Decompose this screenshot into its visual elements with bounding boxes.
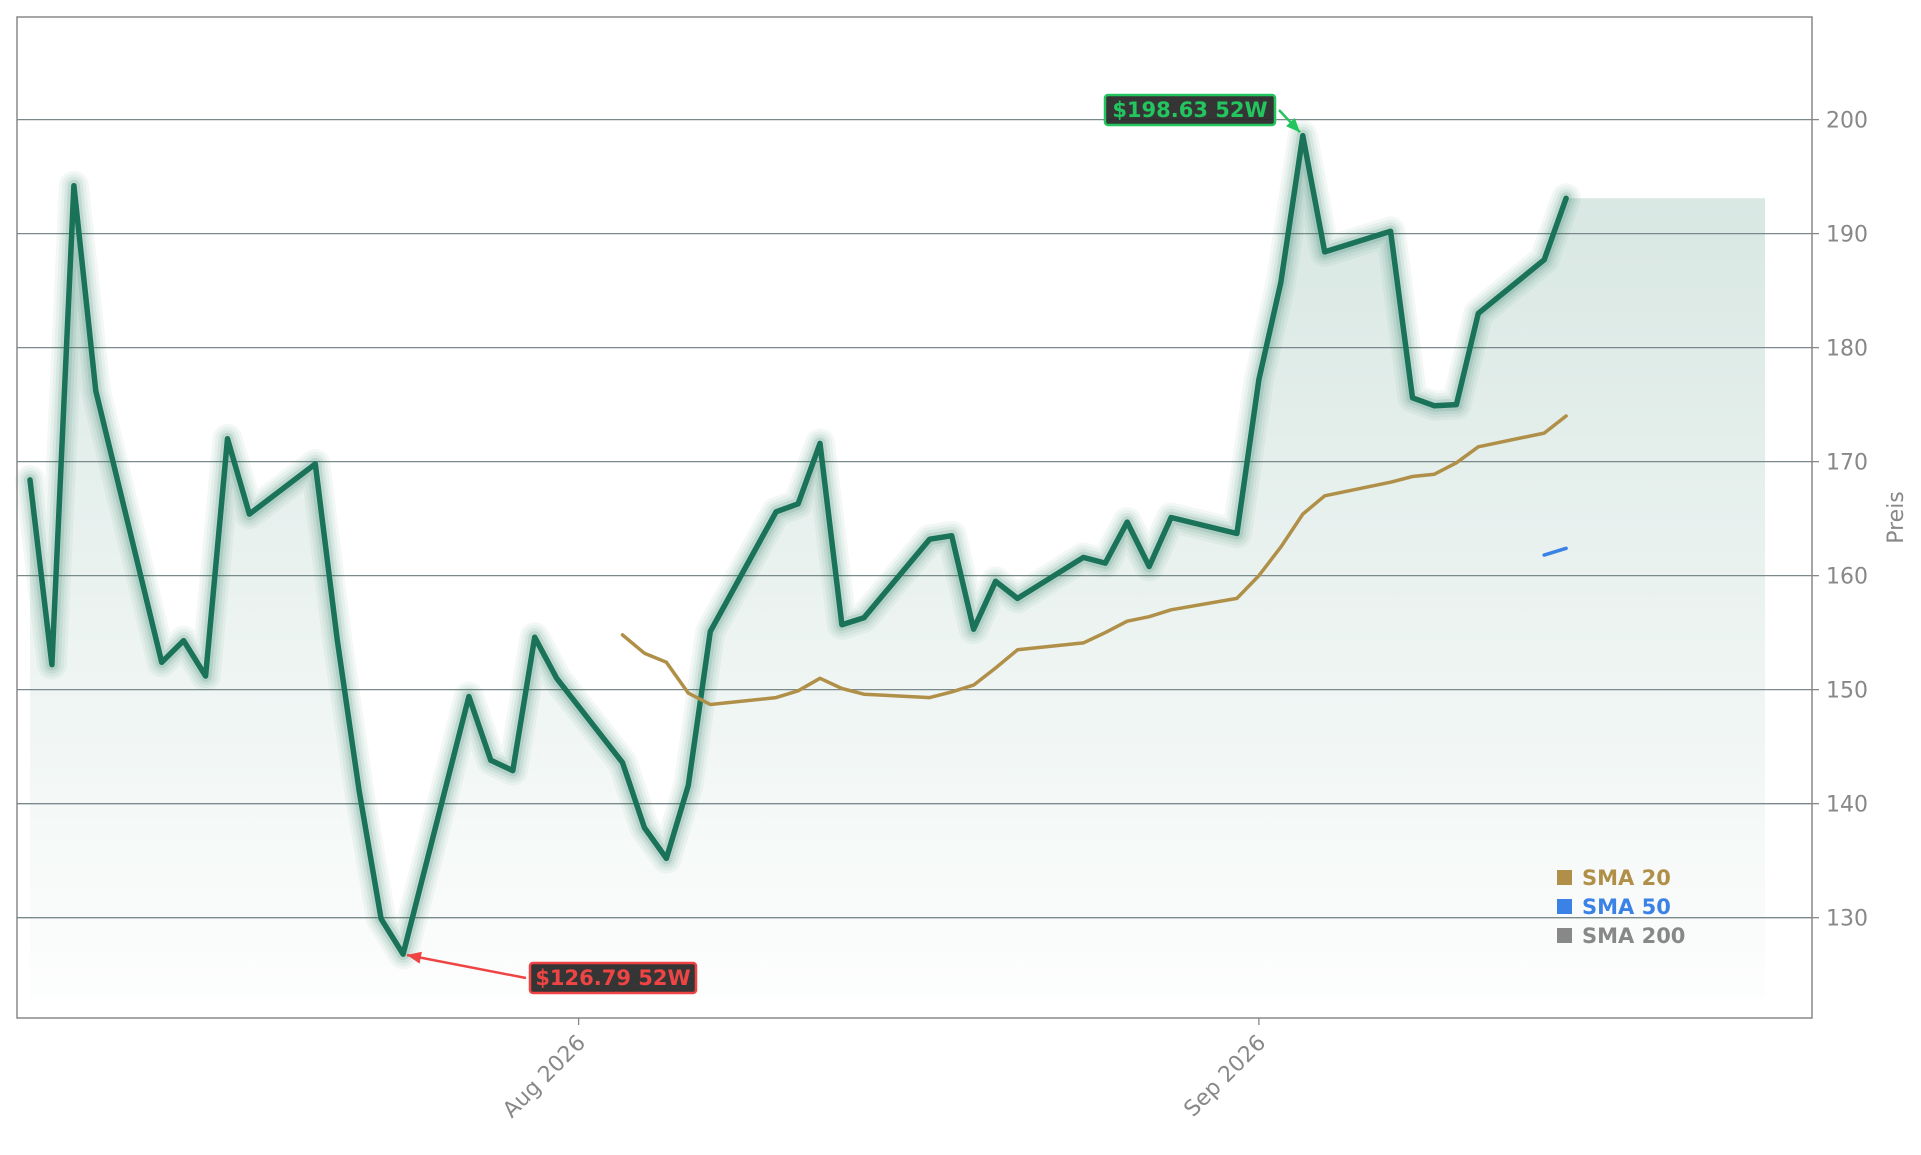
x-tick-label: Sep 2026 <box>1180 1031 1272 1123</box>
y-tick-label: 160 <box>1826 565 1868 590</box>
legend: SMA 20 SMA 50 SMA 200 <box>1557 866 1685 948</box>
x-tick-label: Aug 2026 <box>498 1031 591 1124</box>
series-layer <box>15 120 1582 970</box>
y-tick-label: 140 <box>1826 793 1868 818</box>
legend-swatch <box>1557 870 1572 885</box>
high-label-box <box>1103 93 1277 127</box>
y-tick-label: 150 <box>1826 679 1868 704</box>
y-tick-label: 130 <box>1826 907 1868 932</box>
sma20-line <box>620 414 1568 707</box>
annotation-layer: $198.63 52W $126.79 52W <box>406 93 1301 995</box>
y-tick-label: 180 <box>1826 337 1868 362</box>
price-area-layer <box>30 135 1765 999</box>
price-area <box>30 135 1765 999</box>
plot-frame <box>16 16 1813 1019</box>
low-label-box <box>528 961 698 995</box>
legend-label: SMA 20 <box>1582 866 1671 890</box>
legend-swatch <box>1557 928 1572 943</box>
sma50-line <box>1542 546 1568 557</box>
y-tick-label: 190 <box>1826 223 1868 248</box>
high-label: $198.63 52W <box>1112 98 1267 122</box>
y-tick-label: 200 <box>1826 109 1868 134</box>
low-arrowhead <box>406 951 422 964</box>
price-line <box>27 132 1569 957</box>
low-label: $126.79 52W <box>535 966 690 990</box>
legend-label: SMA 50 <box>1582 895 1671 919</box>
y-tick-label: 170 <box>1826 451 1868 476</box>
low-arrow <box>406 953 527 980</box>
legend-label: SMA 200 <box>1582 924 1685 948</box>
high-arrowhead <box>1286 118 1301 133</box>
y-axis-label: Preis <box>1884 491 1909 544</box>
legend-swatch <box>1557 899 1572 914</box>
